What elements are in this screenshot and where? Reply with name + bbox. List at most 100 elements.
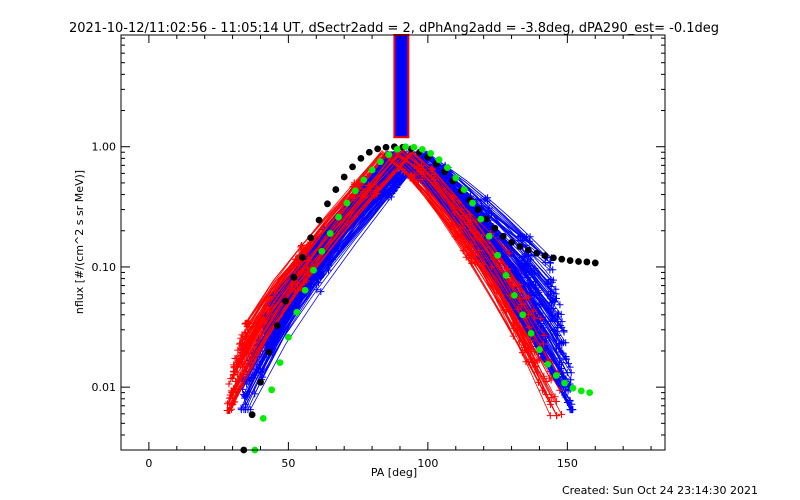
data-plus-marker <box>418 175 426 183</box>
data-plus-marker <box>488 263 496 271</box>
data-plus-marker <box>558 410 566 418</box>
data-plus-marker <box>531 265 539 273</box>
fit-point <box>519 311 527 319</box>
data-plus-marker <box>515 236 523 244</box>
data-plus-marker <box>241 319 249 327</box>
data-plus-marker <box>531 314 539 322</box>
data-plus-marker <box>517 301 525 309</box>
data-plus-marker <box>557 348 565 356</box>
data-plus-marker <box>517 233 525 241</box>
fit-point <box>561 379 568 387</box>
fit-point <box>516 243 524 250</box>
fit-point <box>575 258 582 265</box>
fit-point <box>402 143 409 151</box>
data-plus-marker <box>552 295 560 303</box>
fit-point <box>410 143 418 151</box>
data-plus-marker <box>553 412 561 420</box>
fit-point <box>374 145 382 153</box>
data-plus-marker <box>227 401 235 409</box>
data-plus-marker <box>430 175 438 183</box>
fit-point <box>382 143 390 151</box>
fit-point <box>483 215 490 223</box>
fit-point <box>566 257 574 264</box>
x-tick-label: 0 <box>145 457 152 470</box>
fit-point <box>293 308 301 316</box>
data-plus-marker <box>520 331 528 339</box>
fit-point <box>469 199 476 207</box>
data-plus-marker <box>304 243 312 251</box>
data-plus-marker <box>541 259 549 267</box>
data-plus-marker <box>537 315 545 323</box>
data-plus-marker <box>223 400 231 408</box>
y-tick-label: 0.01 <box>92 381 117 394</box>
data-plus-marker <box>487 210 495 218</box>
fit-point <box>544 360 552 368</box>
fit-point <box>248 411 256 419</box>
y-tick-label: 0.10 <box>92 261 117 274</box>
data-plus-marker <box>546 291 554 299</box>
fit-curve <box>251 143 594 454</box>
data-plus-marker <box>302 277 310 285</box>
data-plus-marker <box>464 221 472 229</box>
data-plus-marker <box>472 218 480 226</box>
data-plus-marker <box>384 194 392 202</box>
fit-point <box>318 247 326 255</box>
data-plus-marker <box>361 191 369 199</box>
fit-point <box>268 386 276 394</box>
data-plus-marker <box>515 281 523 289</box>
data-plus-marker <box>565 360 573 368</box>
data-plus-marker <box>556 301 564 309</box>
data-plus-marker <box>237 372 245 380</box>
trace-line <box>230 150 558 398</box>
trace-line <box>265 155 565 331</box>
data-plus-marker <box>325 261 333 269</box>
fit-point <box>351 187 359 195</box>
marker-bar <box>393 34 410 139</box>
data-plus-marker <box>234 346 242 354</box>
trace-line <box>244 155 531 349</box>
fit-point <box>301 286 309 294</box>
data-plus-marker <box>240 390 248 398</box>
fit-point <box>307 234 315 242</box>
fit-point <box>491 224 499 232</box>
data-plus-marker <box>566 397 574 405</box>
chart-title: 2021-10-12/11:02:56 - 11:05:14 UT, dSect… <box>69 21 719 36</box>
plot-frame <box>120 34 666 451</box>
fit-point <box>310 266 317 274</box>
y-tick-label: 1.00 <box>92 141 117 154</box>
fit-point <box>427 149 435 157</box>
axes-layer: 0 50 100 150 0.01 0.10 1.00 <box>92 35 665 470</box>
trace-line <box>229 152 511 396</box>
data-plus-marker <box>233 387 241 395</box>
trace-line <box>245 152 557 416</box>
data-plus-marker <box>547 299 555 307</box>
fit-point <box>510 291 518 299</box>
fit-point <box>365 148 373 156</box>
fit-point <box>541 252 549 260</box>
fit-point <box>533 249 541 257</box>
fit-point <box>460 186 468 193</box>
fit-point <box>485 232 493 240</box>
data-plus-marker <box>505 249 513 257</box>
data-plus-marker <box>371 188 379 196</box>
data-plus-marker <box>225 406 233 414</box>
data-plus-marker <box>230 368 238 376</box>
data-plus-marker <box>524 347 532 355</box>
fit-point <box>335 213 342 221</box>
data-plus-marker <box>507 275 515 283</box>
fit-point <box>524 246 532 254</box>
data-plus-marker <box>520 262 528 270</box>
data-plus-marker <box>525 283 533 291</box>
trace-line <box>240 154 547 382</box>
fit-point <box>290 273 298 281</box>
data-plus-marker <box>546 266 554 274</box>
fit-point <box>385 151 393 158</box>
data-plus-marker <box>364 186 372 194</box>
y-axis-label: nflux [#/(cm^2 s sr MeV)] <box>73 170 86 314</box>
data-plus-marker <box>413 164 421 172</box>
data-plus-marker <box>367 182 375 190</box>
fit-point <box>343 199 351 207</box>
fit-point <box>499 232 507 240</box>
data-plus-marker <box>551 316 559 324</box>
